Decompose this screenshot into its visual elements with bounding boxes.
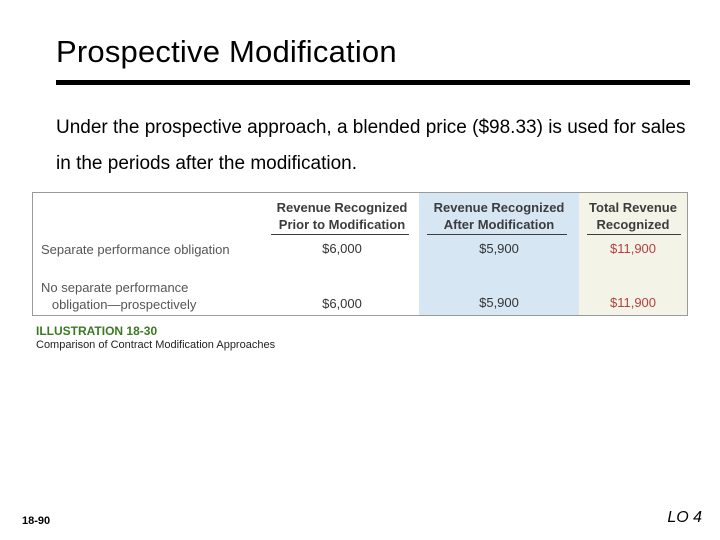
page-number: 18-90: [22, 515, 51, 527]
cell-after-prospective: $5,900: [479, 295, 519, 310]
header-after-rule: [427, 234, 567, 235]
cell-prior-prospective: $6,000: [322, 296, 362, 311]
after-column-highlight: [419, 193, 579, 315]
header-total: Total Revenue Recognized: [589, 200, 677, 232]
illustration-title: ILLUSTRATION 18-30: [36, 324, 158, 338]
header-total-rule: [587, 234, 681, 235]
total-column-highlight: [579, 193, 687, 315]
header-prior-rule: [271, 234, 409, 235]
row-label-prospective: No separate performance obligation—prosp…: [41, 280, 197, 312]
slide-title: Prospective Modification: [56, 34, 397, 69]
cell-total-separate: $11,900: [609, 241, 657, 256]
illustration-caption: Comparison of Contract Modification Appr…: [36, 339, 276, 351]
cell-total-prospective: $11,900: [609, 295, 657, 310]
cell-prior-separate: $6,000: [322, 241, 362, 256]
comparison-table: Revenue Recognized Prior to Modification…: [32, 192, 688, 316]
title-divider: [56, 80, 690, 85]
learning-objective: LO 4: [667, 509, 702, 526]
row-label-separate: Separate performance obligation: [41, 242, 230, 257]
header-prior: Revenue Recognized Prior to Modification: [276, 200, 408, 232]
body-text: Under the prospective approach, a blende…: [56, 117, 686, 174]
cell-after-separate: $5,900: [479, 241, 519, 256]
header-after: Revenue Recognized After Modification: [433, 200, 565, 232]
